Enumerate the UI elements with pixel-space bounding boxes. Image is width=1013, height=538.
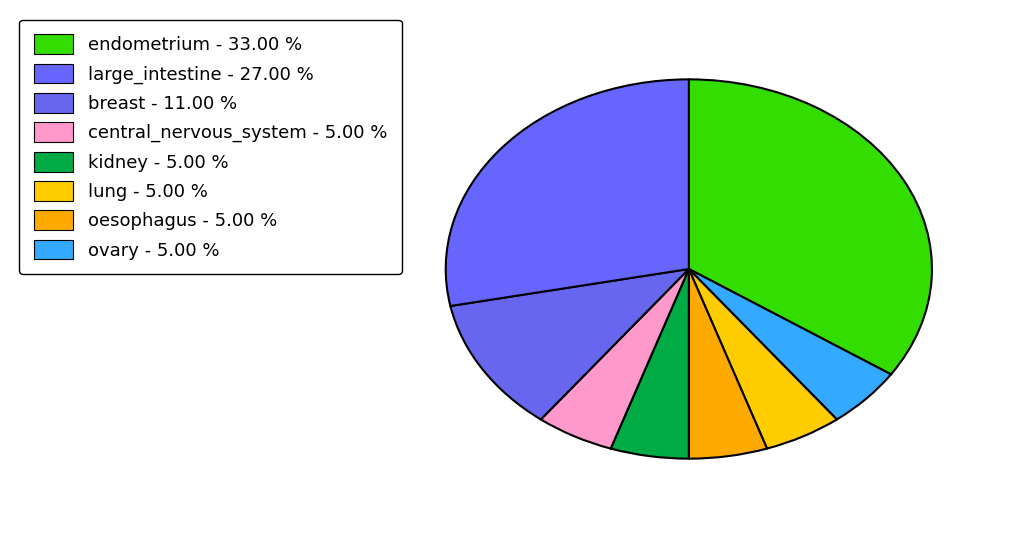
Wedge shape <box>451 269 689 420</box>
Wedge shape <box>689 80 932 374</box>
Wedge shape <box>541 269 689 449</box>
Wedge shape <box>689 269 767 458</box>
Wedge shape <box>689 269 837 449</box>
Wedge shape <box>611 269 689 458</box>
Legend: endometrium - 33.00 %, large_intestine - 27.00 %, breast - 11.00 %, central_nerv: endometrium - 33.00 %, large_intestine -… <box>19 20 401 274</box>
Wedge shape <box>689 269 891 420</box>
Wedge shape <box>446 80 689 306</box>
